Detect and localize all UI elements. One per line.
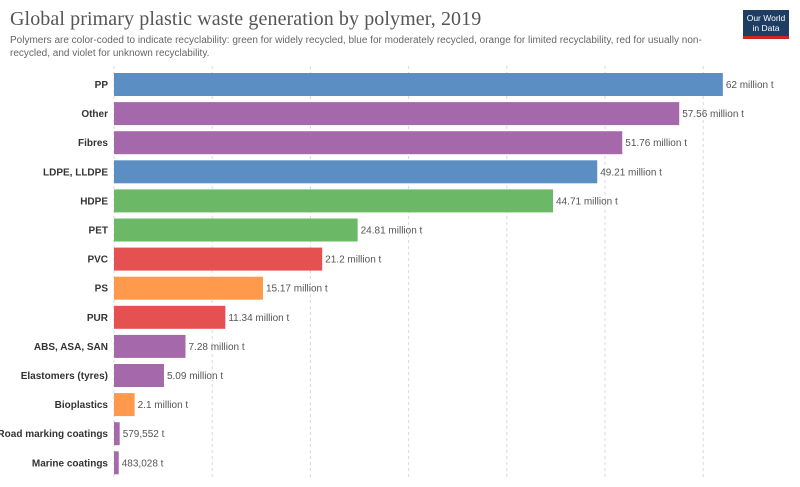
chart-title: Global primary plastic waste generation … xyxy=(10,8,482,30)
category-label: PET xyxy=(89,226,108,237)
category-label: PS xyxy=(95,284,109,295)
bar[interactable] xyxy=(114,131,623,155)
value-label: 44.71 million t xyxy=(556,196,618,207)
category-label: LDPE, LLDPE xyxy=(43,167,108,178)
bar[interactable] xyxy=(114,422,120,446)
value-label: 24.81 million t xyxy=(361,226,423,237)
value-label: 57.56 million t xyxy=(682,109,744,120)
category-label: Other xyxy=(81,109,108,120)
value-label: 51.76 million t xyxy=(625,138,687,149)
category-label: PP xyxy=(95,80,109,91)
category-label: Road marking coatings xyxy=(0,429,108,440)
bar[interactable] xyxy=(114,451,119,475)
value-label: 2.1 million t xyxy=(138,400,189,411)
bar[interactable] xyxy=(114,218,358,242)
value-label: 15.17 million t xyxy=(266,284,328,295)
bar[interactable] xyxy=(114,247,323,271)
value-label: 49.21 million t xyxy=(600,167,662,178)
bar[interactable] xyxy=(114,305,226,329)
category-label: ABS, ASA, SAN xyxy=(34,342,108,353)
category-label: Fibres xyxy=(78,138,108,149)
chart-subtitle: Polymers are color-coded to indicate rec… xyxy=(10,35,702,59)
value-label: 5.09 million t xyxy=(167,371,223,382)
bar[interactable] xyxy=(114,364,164,387)
owid-logo[interactable]: Our World in Data xyxy=(743,10,789,39)
value-label: 62 million t xyxy=(726,80,774,91)
value-label: 21.2 million t xyxy=(325,255,381,266)
bar[interactable] xyxy=(114,393,135,417)
bar[interactable] xyxy=(114,102,680,126)
value-label: 579,552 t xyxy=(123,429,165,440)
logo-line-1: Our World xyxy=(746,13,786,23)
category-label: PUR xyxy=(87,313,109,324)
bar[interactable] xyxy=(114,73,723,96)
category-label: Elastomers (tyres) xyxy=(21,371,108,382)
bar[interactable] xyxy=(114,189,554,213)
category-label: PVC xyxy=(87,255,108,266)
category-label: Marine coatings xyxy=(32,458,109,469)
value-label: 7.28 million t xyxy=(188,342,244,353)
bar[interactable] xyxy=(114,160,598,184)
category-label: HDPE xyxy=(80,196,108,207)
bar[interactable] xyxy=(114,334,186,358)
value-label: 11.34 million t xyxy=(228,313,289,324)
bar[interactable] xyxy=(114,276,263,300)
category-label: Bioplastics xyxy=(55,400,109,411)
value-label: 483,028 t xyxy=(122,458,164,469)
logo-line-2: in Data xyxy=(752,23,780,33)
